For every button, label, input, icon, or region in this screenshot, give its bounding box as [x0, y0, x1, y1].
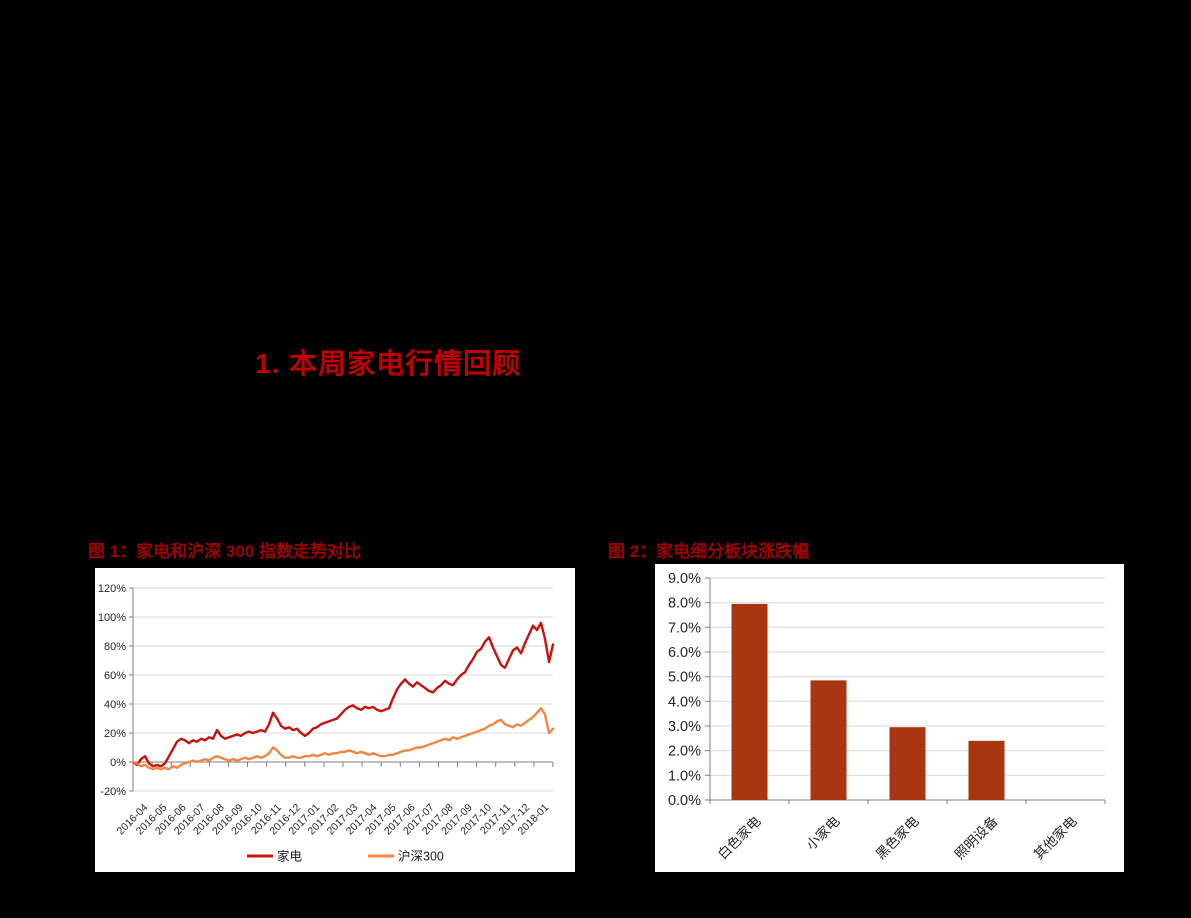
- y-tick-label: -20%: [100, 786, 126, 798]
- legend: 家电 沪深300: [247, 849, 444, 864]
- x-axis: 2016-042016-052016-062016-072016-082016-…: [115, 762, 554, 837]
- bar-1: [810, 680, 847, 800]
- bar-3: [968, 740, 1005, 800]
- bar-2: [889, 727, 926, 800]
- y-tick-label: 1.0%: [668, 768, 701, 784]
- y-tick-label: 7.0%: [668, 620, 701, 636]
- x-category-label: 其他家电: [1030, 813, 1079, 862]
- y-tick-label: 8.0%: [668, 596, 701, 612]
- axes: 0.0% 1.0% 2.0% 3.0% 4.0% 5.0% 6.0% 7.0% 8.0% 9.0%: [668, 571, 1106, 809]
- y-tick-label: 0.0%: [668, 793, 701, 809]
- x-category-label: 照明设备: [951, 812, 1001, 862]
- line-chart-svg: 120% 100% 80% 60% 40% 20% 0% -20%2016-042016-05…: [98, 583, 555, 864]
- y-tick-label: 120%: [98, 583, 126, 595]
- x-category-label: 小家电: [803, 813, 843, 853]
- y-axis: 120% 100% 80% 60% 40% 20% 0% -20%: [98, 583, 134, 798]
- y-tick-label: 60%: [104, 670, 126, 682]
- series-line-1: [131, 707, 555, 771]
- y-tick-label: 9.0%: [668, 571, 701, 587]
- y-tick-label: 40%: [104, 699, 126, 711]
- x-category-label: 白色家电: [714, 813, 763, 862]
- y-tick-label: 3.0%: [668, 719, 701, 735]
- bar-chart-svg: 0.0% 1.0% 2.0% 3.0% 4.0% 5.0% 6.0% 7.0% 8.0% 9.0%…: [668, 571, 1106, 862]
- figure1-line-chart: 120% 100% 80% 60% 40% 20% 0% -20% 2016-04 2016-05…: [95, 568, 575, 872]
- series-line-0: [131, 621, 555, 768]
- y-tick-label: 20%: [104, 728, 126, 740]
- y-tick-label: 5.0%: [668, 670, 701, 686]
- bar-0: [731, 603, 768, 800]
- y-tick-label: 2.0%: [668, 744, 701, 760]
- y-tick-label: 4.0%: [668, 694, 701, 710]
- y-tick-label: 0%: [110, 757, 126, 769]
- y-tick-label: 100%: [98, 612, 126, 624]
- y-tick-label: 80%: [104, 641, 126, 653]
- figure1-caption: 图 1：家电和沪深 300 指数走势对比: [88, 542, 361, 561]
- figure2-caption: 图 2：家电细分板块涨跌幅: [608, 542, 810, 561]
- section-heading: 1. 本周家电行情回顾: [255, 348, 522, 379]
- gridlines: [133, 587, 553, 792]
- legend-label: 家电: [277, 849, 303, 864]
- figure2-bar-chart: 0.0% 1.0% 2.0% 3.0% 4.0% 5.0% 6.0% 7.0% 8.0% 9.0%…: [655, 564, 1124, 872]
- legend-label: 沪深300: [398, 850, 444, 864]
- x-category-label: 黑色家电: [872, 813, 921, 862]
- y-tick-label: 6.0%: [668, 645, 701, 661]
- category-labels: 白色家电 小家电 黑色家电 照明设备 其他家电: [714, 812, 1079, 862]
- bars: [731, 603, 1005, 800]
